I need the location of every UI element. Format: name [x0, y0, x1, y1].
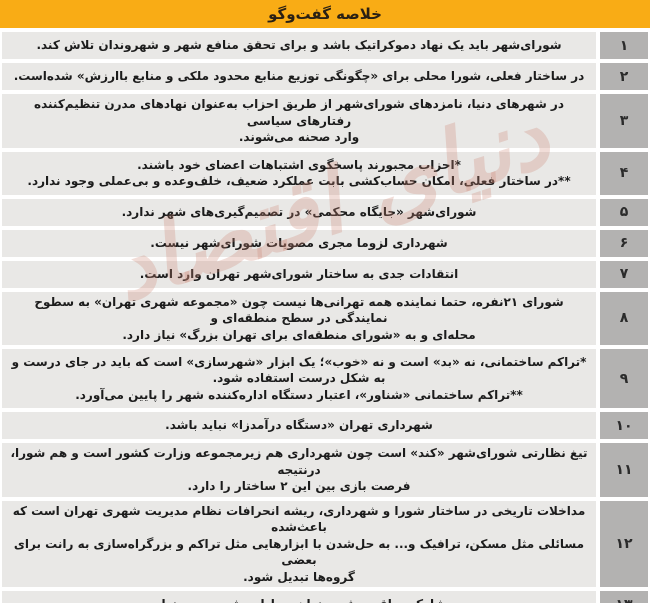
row-number: ۱۰	[600, 412, 648, 439]
row-text: شورای‌شهر «جایگاه محکمی» در تصمیم‌گیری‌ه…	[2, 198, 596, 226]
table-row: ۴ *احزاب مجبورند پاسخگوی اشتباهات اعضای …	[2, 151, 648, 195]
row-number: ۳	[600, 94, 648, 148]
table-row: ۶ شهرداری لزوما مجری مصوبات شورای‌شهر نی…	[2, 229, 648, 257]
row-text: در ساختار فعلی، شورا محلی برای «چگونگی ت…	[2, 63, 596, 90]
table-row: ۷ انتقادات جدی به ساختار شورای‌شهر تهران…	[2, 260, 648, 288]
row-text: شورای ۲۱نفره، حتما نماینده همه تهرانی‌ها…	[2, 291, 596, 345]
row-text: *احزاب مجبورند پاسخگوی اشتباهات اعضای خو…	[2, 151, 596, 195]
row-number: ۲	[600, 63, 648, 90]
row-text: شهرداری تهران «دستگاه درآمدزا» نباید باش…	[2, 412, 596, 439]
table-row: ۹ *تراکم ساختمانی، نه «بد» است و نه «خوب…	[2, 349, 648, 408]
row-number: ۹	[600, 349, 648, 408]
row-number: ۱۳	[600, 591, 648, 603]
row-number: ۱۱	[600, 443, 648, 497]
table-row: ۸ شورای ۲۱نفره، حتما نماینده همه تهرانی‌…	[2, 291, 648, 345]
row-number: ۸	[600, 291, 648, 345]
table-row: ۱۱ تیغ نظارتی شورای‌شهر «کند» است چون شه…	[2, 443, 648, 497]
table-row: ۲ در ساختار فعلی، شورا محلی برای «چگونگی…	[2, 63, 648, 90]
row-text: تیغ نظارتی شورای‌شهر «کند» است چون شهردا…	[2, 443, 596, 497]
table-header: خلاصه گفت‌وگو	[0, 0, 650, 28]
table-row: ۱۳ مشارکت واقعی شهروندان در اداره شهر وج…	[2, 591, 648, 603]
row-text: انتقادات جدی به ساختار شورای‌شهر تهران و…	[2, 260, 596, 288]
row-text: در شهرهای دنیا، نامزدهای شورای‌شهر از طر…	[2, 94, 596, 148]
row-text: *تراکم ساختمانی، نه «بد» است و نه «خوب»؛…	[2, 349, 596, 408]
table-row: ۳ در شهرهای دنیا، نامزدهای شورای‌شهر از …	[2, 94, 648, 148]
table-row: ۱۰ شهرداری تهران «دستگاه درآمدزا» نباید …	[2, 412, 648, 439]
row-number: ۷	[600, 260, 648, 288]
row-number: ۱	[600, 32, 648, 59]
row-number: ۵	[600, 198, 648, 226]
table-row: ۱۲ مداخلات تاریخی در ساختار شورا و شهردا…	[2, 500, 648, 587]
table-row: ۵ شورای‌شهر «جایگاه محکمی» در تصمیم‌گیری…	[2, 198, 648, 226]
row-number: ۴	[600, 151, 648, 195]
row-text: شورای‌شهر باید یک نهاد دموکراتیک باشد و …	[2, 32, 596, 59]
row-text: مداخلات تاریخی در ساختار شورا و شهرداری،…	[2, 500, 596, 587]
table-row: ۱ شورای‌شهر باید یک نهاد دموکراتیک باشد …	[2, 32, 648, 59]
table-body: ۱ شورای‌شهر باید یک نهاد دموکراتیک باشد …	[0, 28, 650, 603]
row-number: ۶	[600, 229, 648, 257]
row-number: ۱۲	[600, 500, 648, 587]
row-text: شهرداری لزوما مجری مصوبات شورای‌شهر نیست…	[2, 229, 596, 257]
row-text: مشارکت واقعی شهروندان در اداره شهر وجود …	[2, 591, 596, 603]
page-title: خلاصه گفت‌وگو	[268, 5, 382, 23]
